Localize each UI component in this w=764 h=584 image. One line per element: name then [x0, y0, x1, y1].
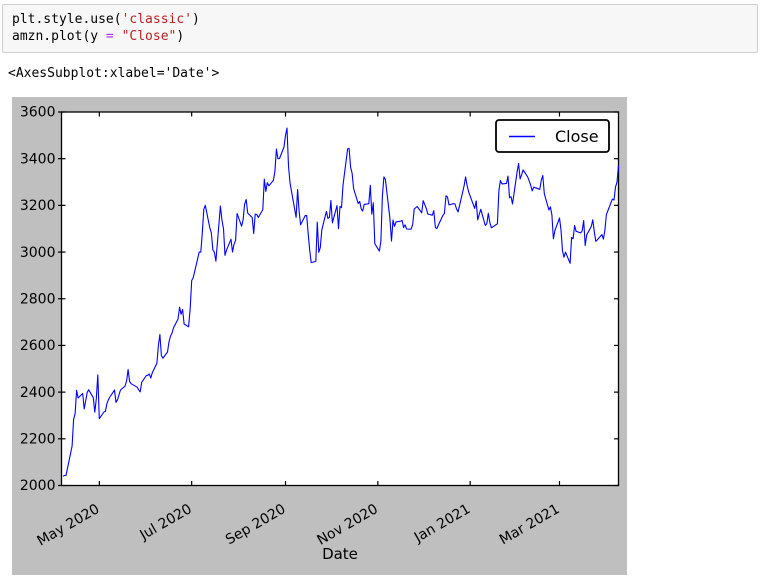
x-axis-label: Date: [322, 545, 358, 563]
matplotlib-figure: 2000 2200 2400 2600 2800 3000 3200 3400 3600 May …: [12, 97, 627, 575]
code-line: plt.style.use('classic'): [12, 11, 749, 28]
y-tick-label: 2800: [20, 291, 56, 307]
y-tick-label: 3200: [20, 198, 56, 214]
code-token-operator: =: [105, 29, 114, 44]
close-line: [62, 127, 620, 477]
y-tick-label: 2200: [20, 432, 56, 448]
y-tick-label: 3400: [20, 151, 56, 167]
code-token-plain: ): [192, 12, 200, 27]
y-tick-label: 2400: [20, 385, 56, 401]
y-tick-label: 2600: [20, 338, 56, 354]
legend-label: Close: [555, 127, 599, 146]
plot-area: [60, 111, 620, 487]
code-editor[interactable]: plt.style.use('classic') amzn.plot(y = "C…: [12, 11, 749, 45]
code-token-string: 'classic': [121, 12, 193, 27]
code-token-plain: plt.style.use(: [12, 12, 122, 27]
execute-result-text: <AxesSubplot:xlabel='Date'>: [8, 66, 220, 81]
code-token-plain: amzn.plot(y: [12, 29, 106, 44]
code-cell[interactable]: plt.style.use('classic') amzn.plot(y = "C…: [2, 4, 758, 53]
code-token-string: "Close": [121, 29, 177, 44]
legend-box: [495, 119, 610, 153]
y-tick-label: 3600: [20, 105, 56, 121]
code-token-plain: ): [176, 29, 185, 44]
code-line: amzn.plot(y = "Close"): [12, 28, 749, 45]
y-tick-label: 2000: [20, 478, 56, 494]
code-token-plain: [114, 29, 122, 44]
y-tick-label: 3000: [20, 245, 56, 261]
close-price-line-chart: 200022002400260028003000320034003600May …: [12, 97, 627, 575]
